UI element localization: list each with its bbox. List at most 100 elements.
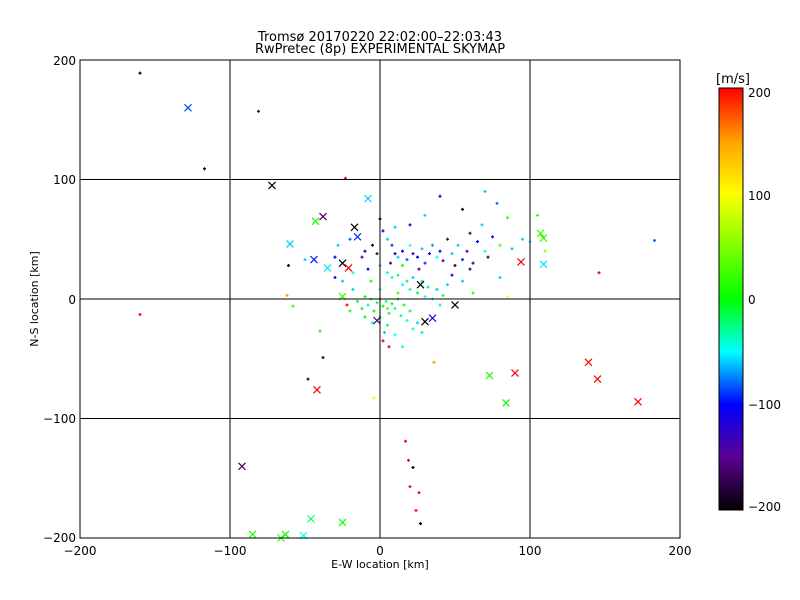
data-point-small (408, 223, 412, 227)
data-point-small (363, 249, 367, 253)
data-point-large (338, 259, 347, 268)
data-point-small (408, 309, 412, 313)
data-point-small (401, 249, 404, 253)
data-point-large (268, 181, 276, 190)
colorbar-tick-label: −200 (748, 500, 781, 514)
data-point-small (510, 247, 514, 251)
data-point-large (311, 217, 320, 226)
data-point-large (539, 260, 548, 269)
data-point-small (390, 275, 394, 279)
data-point-small (396, 255, 400, 259)
data-point-large (184, 103, 192, 112)
data-point-small (393, 225, 397, 229)
data-point-large (281, 530, 290, 539)
data-point-small (461, 279, 464, 283)
data-point-small (498, 275, 502, 279)
plot-frame (79, 59, 681, 539)
data-point-large (238, 462, 246, 471)
data-point-large (350, 223, 359, 232)
data-point-small (411, 275, 415, 279)
data-point-large (313, 385, 321, 394)
data-point-small (306, 377, 310, 381)
data-point-small (387, 345, 391, 349)
data-point-small (506, 216, 509, 220)
data-point-small (360, 307, 364, 311)
data-point-small (345, 303, 349, 307)
data-point-small (389, 261, 392, 265)
data-point-small (351, 287, 355, 291)
data-point-small (408, 485, 412, 489)
data-point-small (138, 313, 142, 317)
data-point-small (366, 267, 370, 271)
data-point-small (401, 283, 404, 287)
colorbar-tick-label: 100 (748, 189, 771, 203)
y-tick-label: 100 (53, 173, 76, 187)
data-point-large (364, 194, 372, 203)
data-point-large (593, 375, 602, 383)
data-point-small (348, 237, 352, 241)
data-point-small (414, 509, 418, 513)
data-point-small (420, 279, 424, 283)
data-point-small (386, 271, 389, 275)
data-point-small (411, 252, 415, 256)
data-point-small (438, 194, 442, 198)
data-point-small (480, 223, 484, 227)
data-point-small (417, 267, 421, 271)
data-point-small (486, 255, 490, 259)
data-point-small (420, 330, 424, 334)
grid (80, 60, 680, 538)
data-point-small (408, 287, 412, 291)
data-point-small (416, 291, 419, 295)
data-point-small (423, 295, 427, 299)
data-point-small (404, 439, 407, 443)
data-point-large (485, 371, 494, 380)
data-point-small (390, 302, 394, 306)
data-point-large (310, 255, 318, 264)
data-point-small (341, 279, 344, 283)
x-tick-label: −200 (64, 544, 97, 558)
data-point-small (468, 267, 472, 271)
data-point-small (386, 237, 389, 241)
data-point-small (428, 252, 431, 256)
data-point-large (344, 264, 353, 272)
data-point-small (521, 237, 524, 241)
y-tick-labels: 200 100 0 −100 −200 (43, 54, 76, 545)
data-point-small (461, 207, 464, 211)
data-point-small (456, 243, 460, 247)
data-point-small (408, 243, 412, 247)
colorbar (718, 87, 744, 511)
data-point-small (336, 243, 340, 247)
data-point-large (511, 369, 519, 378)
data-point-small (384, 299, 388, 303)
data-point-small (396, 291, 400, 295)
data-point-large (517, 258, 525, 266)
data-point-large (634, 397, 642, 406)
data-point-small (653, 238, 656, 242)
data-point-small (321, 356, 325, 360)
data-point-small (446, 237, 449, 241)
colorbar-ticks: 200 100 0 −100 −200 (748, 86, 781, 514)
y-axis-label: N-S location [km] (28, 251, 41, 347)
data-point-small (393, 307, 397, 311)
data-point-small (450, 252, 454, 256)
data-point-small (416, 255, 419, 259)
colorbar-tick-label: 0 (748, 293, 756, 307)
data-point-small (543, 249, 547, 253)
y-tick-label: −200 (43, 531, 76, 545)
data-point-small (318, 329, 322, 333)
data-point-small (438, 303, 442, 307)
data-point-small (438, 249, 442, 253)
data-point-small (381, 304, 385, 308)
data-point-small (401, 345, 404, 349)
data-point-small (506, 295, 509, 299)
data-point-small (471, 291, 475, 295)
data-point-small (381, 339, 385, 343)
data-point-small (465, 249, 469, 253)
data-point-small (405, 319, 409, 323)
data-point-small (432, 360, 436, 364)
data-point-small (375, 301, 379, 305)
data-point-small (536, 213, 539, 217)
data-point-small (390, 243, 394, 247)
